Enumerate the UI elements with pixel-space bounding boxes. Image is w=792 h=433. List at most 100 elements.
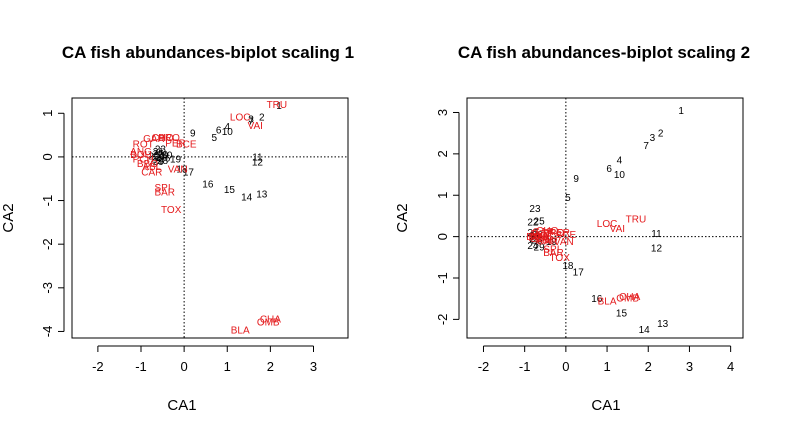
site-label: 17 (573, 267, 585, 278)
y-tick-label: -1 (435, 272, 450, 284)
x-tick-label: 1 (224, 359, 231, 374)
y-tick-label: -1 (40, 195, 55, 207)
species-label: ROT (133, 139, 154, 150)
species-label: BBO (137, 159, 158, 170)
site-label: 11 (252, 152, 263, 163)
reference-lines (72, 98, 348, 338)
site-label: 28 (531, 230, 543, 241)
species-label: GAR (143, 134, 165, 145)
site-label: 13 (657, 319, 669, 330)
species-label: OMB (616, 293, 639, 304)
x-tick-label: 2 (267, 359, 274, 374)
reference-lines (467, 98, 743, 338)
x-tick-label: 0 (181, 359, 188, 374)
site-label: 4 (617, 156, 623, 167)
x-tick-label: -2 (478, 359, 490, 374)
site-label: 10 (222, 127, 234, 138)
site-label: 5 (212, 133, 218, 144)
species-label: BRO (543, 228, 565, 239)
y-tick-label: 0 (435, 233, 450, 240)
x-tick-label: 2 (645, 359, 652, 374)
species-label: SPI (543, 245, 559, 256)
x-axis-label: CA1 (167, 397, 196, 414)
site-label: 18 (562, 261, 574, 272)
species-label: PER (165, 138, 186, 149)
species-label: ANG (130, 147, 152, 158)
species-label: CHA (619, 292, 640, 303)
site-label: 7 (248, 117, 254, 128)
y-tick-label: -2 (40, 238, 55, 250)
axis-ticks: -2 -1 0 1 2 3-4-3-2-101 (40, 110, 317, 374)
species-label: CHO (536, 226, 558, 237)
y-tick-label: -4 (40, 326, 55, 338)
y-tick-label: -3 (40, 282, 55, 294)
x-tick-label: -2 (92, 359, 104, 374)
site-label: 5 (565, 193, 571, 204)
y-tick-label: 3 (435, 109, 450, 116)
site-label: 10 (614, 170, 626, 181)
site-label: 27 (527, 228, 539, 239)
species-label: VAN (168, 165, 188, 176)
site-label: 13 (256, 190, 268, 201)
panel-scaling-2: CA fish abundances-biplot scaling 2 CA1 … (394, 43, 750, 414)
panel-scaling-1: CA fish abundances-biplot scaling 1 CA1 … (0, 43, 354, 414)
species-label: BOU (526, 232, 548, 243)
site-label: 30 (161, 151, 173, 162)
x-tick-label: 3 (310, 359, 317, 374)
site-label: 14 (241, 193, 253, 204)
species-label: CAR (537, 236, 558, 247)
site-label: 4 (224, 122, 230, 133)
site-label: 26 (159, 153, 171, 164)
species-label: BCE (556, 230, 577, 241)
y-tick-label: 0 (40, 153, 55, 160)
site-label: 23 (155, 145, 167, 156)
site-label: 6 (216, 125, 222, 136)
site-label: 6 (606, 164, 612, 175)
species-label: ABL (536, 235, 555, 246)
species-label: PCH (529, 233, 550, 244)
species-label: BOU (130, 150, 152, 161)
site-label: 9 (573, 174, 579, 185)
x-tick-label: -1 (519, 359, 531, 374)
site-label: 20 (157, 150, 169, 161)
site-label: 21 (153, 147, 165, 158)
site-label: 16 (202, 179, 214, 190)
species-label: VAI (248, 121, 263, 132)
site-label: 3 (248, 114, 254, 125)
site-label: 29 (534, 242, 546, 253)
site-label: 1 (678, 106, 684, 117)
species-label: BRO (158, 133, 180, 144)
species-label: BAR (154, 187, 175, 198)
species-label: CHA (260, 315, 281, 326)
site-label: 29 (153, 157, 165, 168)
species-label: CHO (151, 133, 173, 144)
site-label: 22 (148, 152, 160, 163)
species-label: LOC (230, 112, 251, 123)
species-label: BBO (531, 234, 552, 245)
site-label: 15 (224, 185, 236, 196)
species-label: TOX (549, 253, 570, 264)
site-label: 24 (151, 155, 163, 166)
site-label: 22 (527, 218, 539, 229)
site-label: 27 (155, 152, 167, 163)
site-label: 2 (259, 112, 265, 123)
site-label: 25 (153, 149, 165, 160)
species-label: OMB (257, 317, 280, 328)
x-axis-label: CA1 (591, 397, 620, 414)
site-label: 11 (651, 229, 662, 240)
chart-title: CA fish abundances-biplot scaling 1 (62, 43, 354, 62)
x-tick-label: 4 (727, 359, 734, 374)
species-label: ANG (532, 232, 554, 243)
species-label: PCH (133, 155, 154, 166)
site-label: 17 (183, 168, 195, 179)
x-tick-label: -1 (135, 359, 147, 374)
x-tick-label: 3 (686, 359, 693, 374)
species-label: ROT (531, 229, 552, 240)
y-tick-label: 1 (40, 110, 55, 117)
